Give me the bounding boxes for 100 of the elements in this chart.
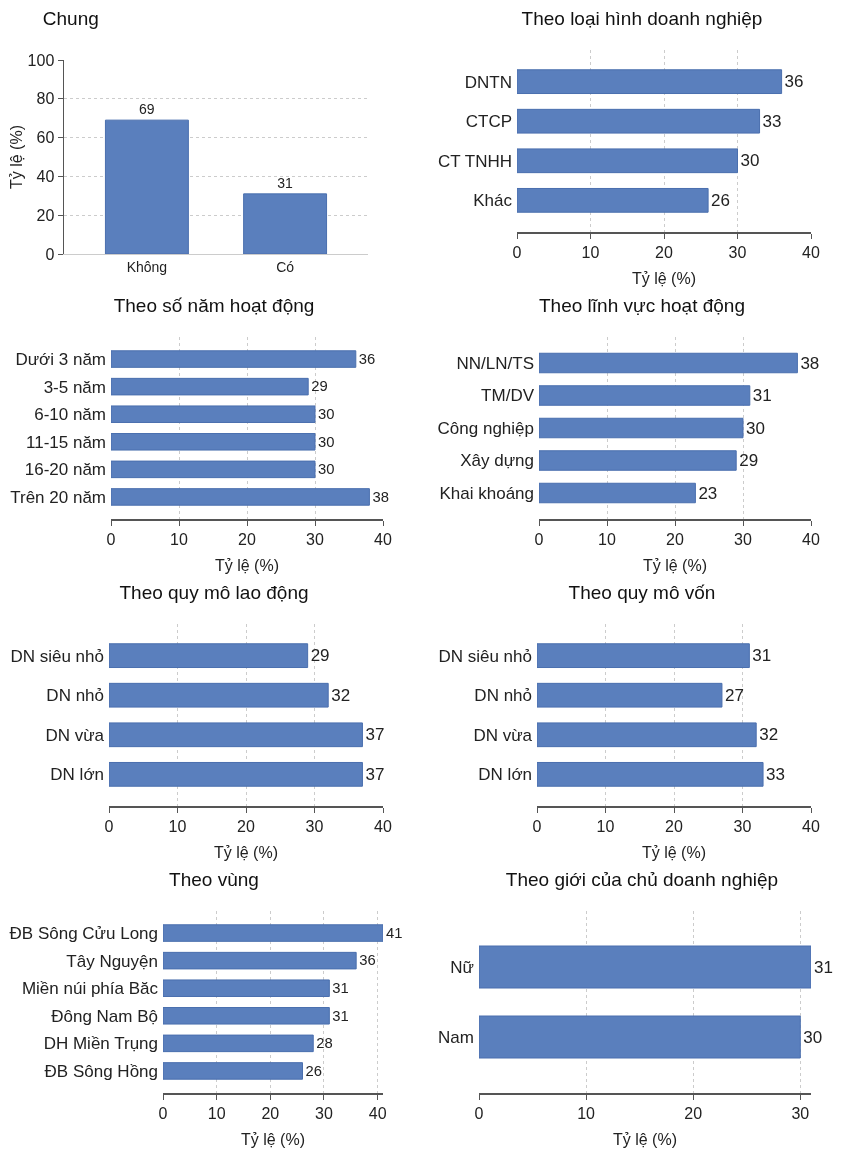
y-tick-label: 11-15 năm — [25, 432, 106, 452]
bar — [517, 187, 709, 213]
bar — [539, 417, 744, 439]
y-tick-label: Dưới 3 năm — [15, 350, 106, 370]
y-tick-label: Khác — [473, 191, 513, 211]
y-tick-label: TM/DV — [481, 386, 535, 406]
y-tick-label: Nữ — [450, 957, 474, 977]
y-tick-label: 100 — [27, 51, 55, 69]
x-tick-label: 30 — [733, 817, 752, 835]
data-label: 29 — [739, 451, 759, 470]
bar — [537, 643, 750, 669]
y-tick-label: DN vừa — [473, 725, 533, 745]
bar — [111, 433, 316, 451]
bar — [539, 450, 737, 471]
x-axis-title: Tỷ lệ (%) — [241, 1131, 305, 1148]
y-tick-label: 60 — [36, 129, 55, 147]
chart-title: Theo giới của chủ doanh nghiệp — [505, 868, 779, 890]
chart-title: Theo quy mô lao động — [119, 581, 309, 603]
x-tick-label: 20 — [665, 817, 683, 835]
x-tick-label: 30 — [306, 530, 324, 548]
x-axis-title: Tỷ lệ (%) — [215, 557, 279, 574]
data-label: 29 — [311, 378, 328, 395]
bar — [539, 352, 798, 374]
y-tick-label: DN siêu nhỏ — [10, 646, 104, 666]
data-label: 31 — [277, 174, 293, 191]
x-tick-label: 20 — [666, 530, 684, 548]
y-tick-label: 40 — [36, 168, 55, 185]
chart-title: Theo số năm hoạt động — [113, 294, 315, 316]
chart-title: Theo quy mô vốn — [568, 581, 716, 603]
bar — [537, 682, 723, 708]
data-label: 36 — [784, 72, 804, 92]
x-axis-title: Tỷ lệ (%) — [632, 270, 696, 287]
bar — [111, 377, 309, 396]
x-tick-label: 30 — [734, 530, 752, 548]
y-tick-label: Tây Nguyện — [66, 951, 158, 971]
bar — [517, 108, 761, 134]
bar — [163, 1007, 330, 1025]
x-axis-title: Tỷ lệ (%) — [643, 557, 707, 574]
y-tick-label: Xây dựng — [460, 451, 534, 471]
y-axis-title: Tỷ lệ (%) — [7, 125, 25, 189]
data-label: 27 — [724, 685, 744, 705]
y-tick-label: 80 — [36, 90, 55, 108]
x-tick-label: 20 — [237, 817, 255, 835]
x-axis-title: Tỷ lệ (%) — [214, 844, 278, 861]
x-tick-label: Có — [276, 258, 295, 275]
bar — [163, 1062, 304, 1080]
bar — [111, 405, 316, 423]
y-tick-label: DN lớn — [50, 765, 104, 785]
x-tick-label: 30 — [791, 1104, 810, 1122]
bar — [109, 722, 363, 748]
x-tick-label: 30 — [305, 817, 324, 835]
y-tick-label: Trên 20 năm — [10, 487, 106, 507]
y-tick-label: Công nghiệp — [437, 418, 534, 438]
data-label: 37 — [365, 725, 385, 745]
y-tick-label: DN siêu nhỏ — [438, 646, 532, 666]
y-tick-label: DN nhỏ — [474, 686, 532, 706]
x-tick-label: 20 — [261, 1104, 280, 1122]
y-tick-label: CTCP — [465, 112, 512, 132]
bar — [163, 924, 383, 942]
data-label: 30 — [318, 461, 335, 478]
y-tick-label: 3-5 năm — [43, 377, 106, 397]
data-label: 23 — [698, 483, 718, 503]
bar — [111, 488, 370, 506]
x-tick-label: 20 — [238, 530, 256, 548]
y-tick-label: ĐB Sông Cửu Long — [9, 924, 158, 944]
x-axis-title: Tỷ lệ (%) — [613, 1131, 677, 1148]
data-label: 30 — [746, 418, 765, 438]
y-tick-label: 16-20 năm — [24, 460, 106, 480]
y-tick-label: DN vừa — [45, 725, 105, 745]
bar — [111, 460, 316, 479]
y-tick-label: DN lớn — [478, 765, 532, 785]
bar — [539, 385, 751, 406]
x-tick-label: 10 — [598, 530, 616, 548]
bar — [163, 979, 330, 997]
data-label: 31 — [752, 386, 772, 405]
data-label: 33 — [762, 111, 782, 131]
bar — [163, 951, 357, 970]
y-tick-label: Miền núi phía Băc — [21, 979, 159, 999]
x-tick-label: 20 — [684, 1104, 703, 1122]
data-label: 32 — [759, 725, 779, 745]
chart-title: Chung — [42, 7, 99, 29]
bar — [109, 761, 363, 787]
chart-title: Theo vùng — [169, 868, 259, 890]
bar — [539, 482, 696, 504]
data-label: 28 — [316, 1035, 333, 1052]
y-tick-label: CT TNHH — [438, 151, 512, 171]
x-tick-label: 40 — [374, 530, 392, 548]
data-label: 69 — [139, 101, 155, 118]
data-label: 41 — [386, 924, 403, 941]
data-label: 31 — [752, 646, 772, 666]
data-label: 30 — [803, 1027, 823, 1047]
bar — [517, 148, 738, 174]
y-tick-label: 20 — [36, 206, 55, 224]
x-tick-label: 10 — [596, 817, 615, 835]
data-label: 36 — [358, 350, 376, 367]
y-tick-label: 6-10 năm — [34, 405, 106, 425]
y-tick-label: Đông Nam Bộ — [51, 1006, 158, 1026]
x-tick-label: 40 — [802, 530, 820, 548]
x-tick-label: 30 — [728, 243, 747, 261]
x-tick-label: 40 — [802, 243, 820, 261]
